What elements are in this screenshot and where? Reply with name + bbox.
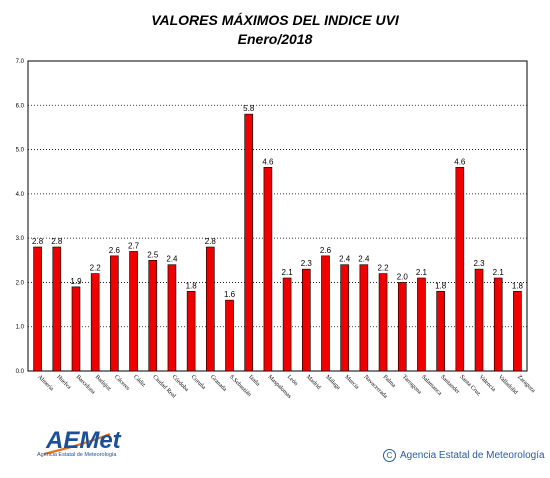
bar-value-label: 1.9 <box>70 277 82 286</box>
bar <box>493 277 503 372</box>
bar <box>474 268 484 372</box>
bar <box>417 277 426 372</box>
bar-value-label: 1.8 <box>435 281 447 290</box>
y-tick-label: 3.0 <box>16 236 25 242</box>
x-tick-label: Valladolid <box>497 374 519 396</box>
bar-value-label: 2.3 <box>301 259 313 268</box>
x-tick-label: Palma <box>382 374 397 389</box>
bar-value-label: 2.6 <box>109 246 121 255</box>
x-tick-label: Huelva <box>55 374 72 391</box>
bar <box>71 286 81 372</box>
bar <box>455 166 465 372</box>
bar-value-label: 2.5 <box>147 250 159 259</box>
x-tick-label: Madrid <box>305 374 322 391</box>
bar <box>206 246 215 372</box>
bar <box>301 268 311 372</box>
bar <box>225 299 234 372</box>
bar <box>340 264 349 372</box>
bar <box>167 264 177 372</box>
bar <box>263 166 273 372</box>
x-tick-label: Murcia <box>343 374 360 391</box>
bar <box>513 290 522 372</box>
x-tick-label: León <box>286 374 299 387</box>
bar-value-label: 2.1 <box>493 268 505 277</box>
x-tick-label: Córdoba <box>171 374 190 393</box>
bar <box>244 113 254 372</box>
copyright-text: Agencia Estatal de Meteorología <box>400 450 545 462</box>
bar <box>378 273 388 372</box>
plot-frame <box>27 60 528 372</box>
x-tick-label: Cáceres <box>113 374 131 392</box>
chart-title: VALORES MÁXIMOS DEL INDICE UVI <box>151 12 399 28</box>
bar-value-label: 1.8 <box>512 281 524 290</box>
bar-value-label: 2.6 <box>320 246 332 255</box>
bar-value-label: 2.8 <box>51 237 63 246</box>
y-tick-label: 7.0 <box>16 59 25 65</box>
bar-value-label: 5.8 <box>243 104 255 113</box>
logo-tagline: Agencia Estatal de Meteorología <box>37 452 117 458</box>
bar-value-label: 2.1 <box>416 268 428 277</box>
bar <box>33 246 42 372</box>
bar-value-label: 2.8 <box>205 237 217 246</box>
x-tick-label: Coruña <box>190 374 207 391</box>
bar <box>110 255 119 372</box>
bar-value-label: 2.1 <box>282 268 294 277</box>
x-tick-label: Barcelona <box>75 374 97 396</box>
x-tick-label: Tarragona <box>401 374 423 396</box>
bar-value-label: 2.3 <box>473 259 485 268</box>
bar <box>52 246 62 372</box>
copyright-icon: C <box>383 449 396 462</box>
bar <box>359 264 369 372</box>
y-tick-label: 4.0 <box>16 192 25 198</box>
bar <box>186 290 196 372</box>
x-tick-label: Zaragoza <box>516 374 536 394</box>
x-tick-label: Granada <box>209 374 228 393</box>
bar <box>436 290 445 372</box>
bar <box>129 251 138 372</box>
bar-value-label: 2.4 <box>358 255 370 264</box>
y-tick-label: 6.0 <box>16 103 25 109</box>
bar-value-label: 2.4 <box>166 255 178 264</box>
bar-value-label: 2.7 <box>128 241 140 250</box>
bar <box>90 273 100 372</box>
x-tick-label: Almería <box>36 374 54 392</box>
bar-value-label: 1.6 <box>224 290 236 299</box>
x-tick-label: Izaña <box>247 374 261 388</box>
bar <box>321 255 330 372</box>
bar-value-label: 1.8 <box>186 281 198 290</box>
x-tick-label: Valencia <box>478 374 497 393</box>
bar-value-label: 2.4 <box>339 255 351 264</box>
bar-value-label: 2.2 <box>90 264 102 273</box>
x-tick-label: Badajoz <box>94 374 112 392</box>
y-tick-label: 0.0 <box>16 369 25 375</box>
x-tick-label: Málaga <box>324 374 341 391</box>
x-tick-label: Cádiz <box>132 374 146 388</box>
aemet-logo: AEMet <box>43 427 122 456</box>
bar <box>397 282 407 372</box>
bar <box>148 259 158 372</box>
bar-value-label: 4.6 <box>262 157 274 166</box>
logo-wordmark: AEMet <box>45 427 122 454</box>
bar-value-label: 2.2 <box>377 264 389 273</box>
bar-value-label: 4.6 <box>454 157 466 166</box>
bar-value-label: 2.8 <box>32 237 44 246</box>
y-tick-label: 5.0 <box>16 148 25 154</box>
bar-value-label: 2.0 <box>397 272 409 281</box>
chart-subtitle: Enero/2018 <box>237 31 313 47</box>
y-tick-label: 2.0 <box>16 280 25 286</box>
bar <box>282 277 292 372</box>
copyright-notice: C Agencia Estatal de Meteorología <box>383 449 545 462</box>
y-tick-label: 1.0 <box>16 325 25 331</box>
